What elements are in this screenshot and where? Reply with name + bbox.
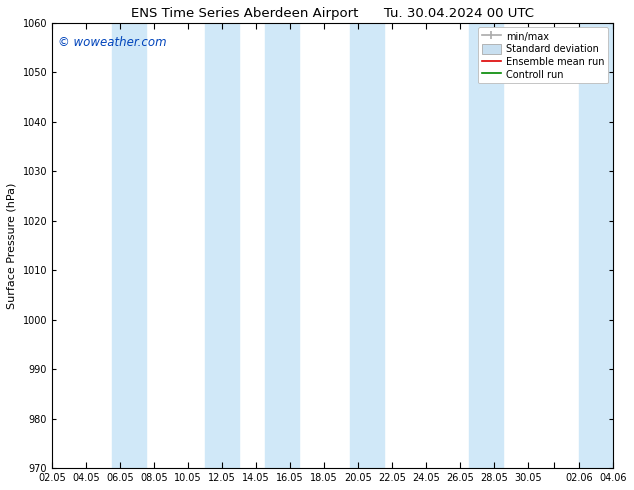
Y-axis label: Surface Pressure (hPa): Surface Pressure (hPa): [7, 182, 17, 309]
Bar: [112, 23, 146, 468]
Title: ENS Time Series Aberdeen Airport      Tu. 30.04.2024 00 UTC: ENS Time Series Aberdeen Airport Tu. 30.…: [131, 7, 534, 20]
Bar: [350, 23, 384, 468]
Bar: [264, 23, 299, 468]
Bar: [205, 23, 239, 468]
Bar: [579, 23, 613, 468]
Legend: min/max, Standard deviation, Ensemble mean run, Controll run: min/max, Standard deviation, Ensemble me…: [478, 27, 609, 83]
Bar: [469, 23, 503, 468]
Text: © woweather.com: © woweather.com: [58, 36, 166, 49]
